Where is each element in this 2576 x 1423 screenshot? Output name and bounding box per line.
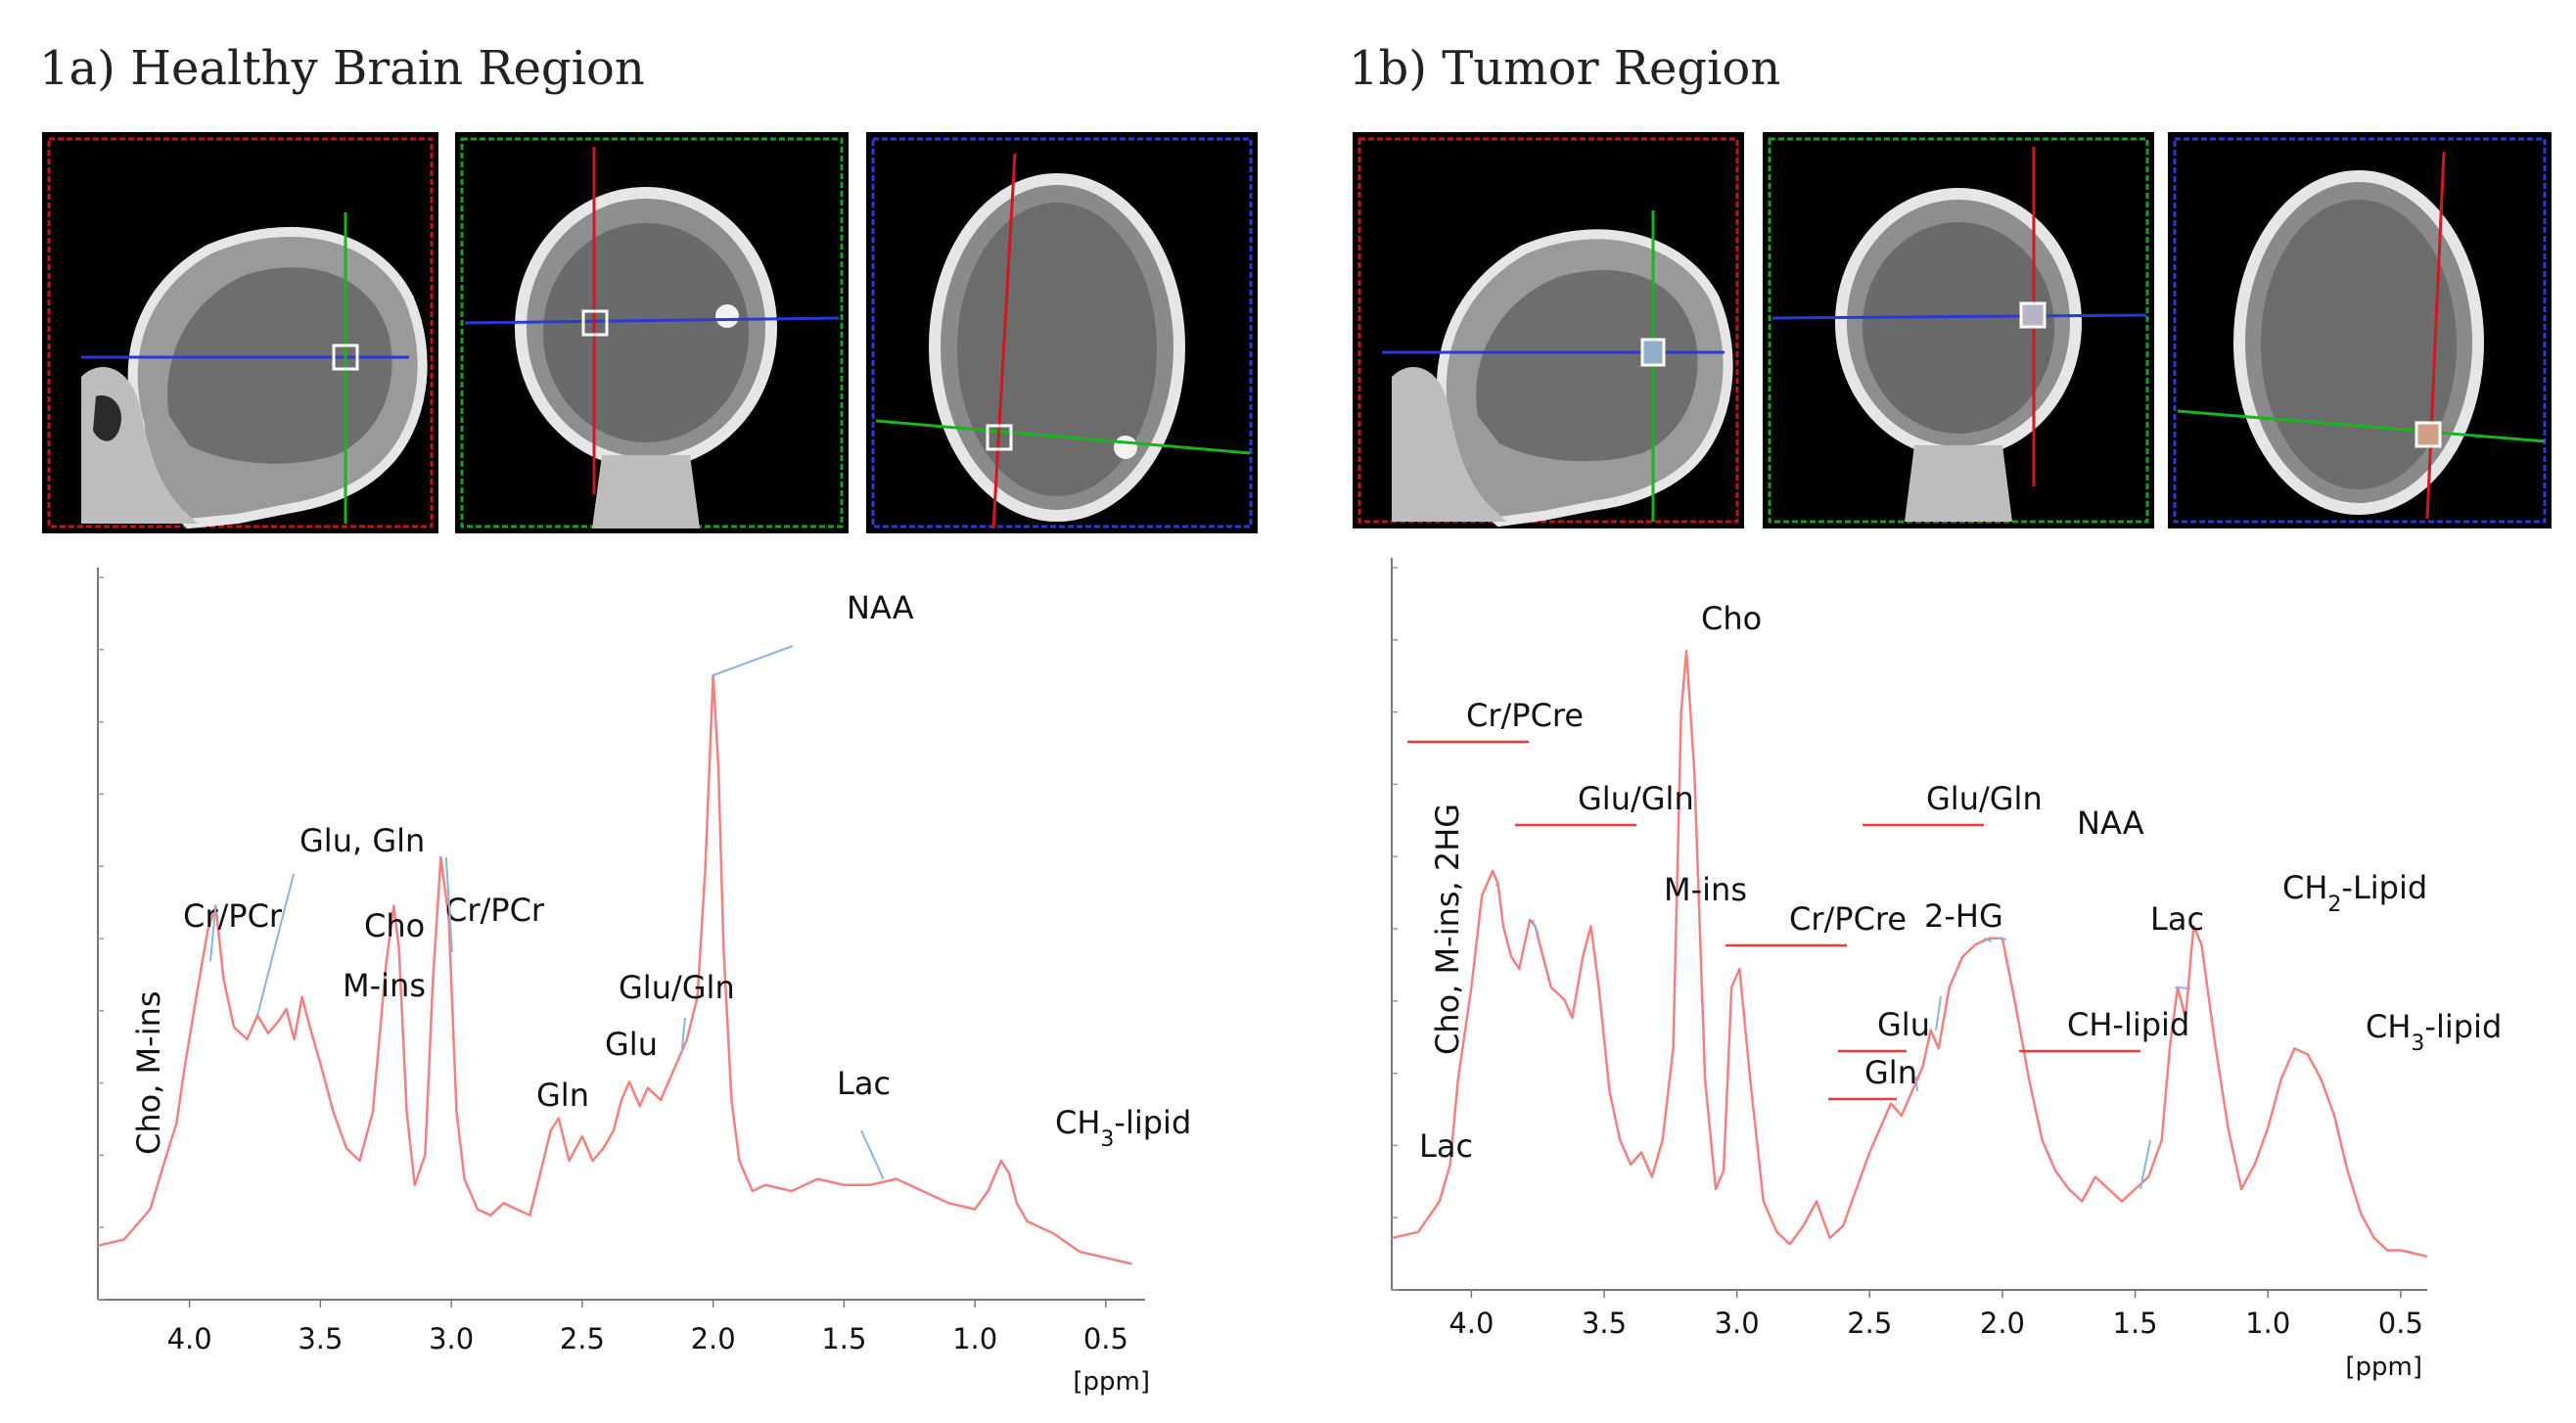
tumor-peak-label: Glu/Gln [1578, 780, 1694, 817]
tumor-peak-label: CH3-lipid [2366, 1008, 2502, 1056]
tumor-leader-line [2139, 1139, 2151, 1190]
healthy-leader-line [713, 645, 794, 676]
healthy-x-tick-label: 3.0 [429, 1322, 474, 1355]
tumor-peak-label: Cho, M-ins, 2HG [1429, 803, 1466, 1055]
healthy-leader-line [680, 1017, 686, 1052]
tumor-leader-line [1531, 919, 1540, 936]
tumor-peak-label: Glu/Gln [1926, 780, 2043, 817]
healthy-x-tick-label: 2.5 [560, 1322, 605, 1355]
tumor-leader-line [1983, 937, 1993, 942]
tumor-peak-label: CH-lipid [2067, 1006, 2189, 1043]
tumor-spectrum-line [1391, 649, 2428, 1259]
tumor-leader-line [1914, 1076, 1919, 1092]
tumor-x-tick-label: 3.0 [1715, 1307, 1760, 1340]
healthy-x-tick-label: 0.5 [1083, 1322, 1128, 1355]
healthy-peak-label: Glu [605, 1026, 658, 1063]
healthy-peak-label: Cr/PCr [183, 897, 283, 935]
healthy-x-tick-label: 2.0 [691, 1322, 736, 1355]
healthy-peak-label: M-ins [343, 967, 426, 1004]
tumor-x-tick-label: 3.5 [1582, 1307, 1627, 1340]
healthy-spectrum-line [97, 673, 1132, 1265]
tumor-x-tick-label: 0.5 [2378, 1307, 2423, 1340]
healthy-peak-label: CH3-lipid [1055, 1104, 1191, 1152]
healthy-spectrum-chart: 4.0 3.5 3.0 2.5 2.0 1.5 1.0 0.5 [ppm] NAA Glu, Gln… [97, 568, 1191, 1397]
healthy-leader-line [444, 856, 453, 953]
tumor-peak-label: Glu [1877, 1006, 1930, 1043]
tumor-peak-label: CH2-Lipid [2282, 869, 2427, 917]
tumor-peak-label: Lac [1419, 1127, 1473, 1165]
tumor-x-tick-label: 2.5 [1847, 1307, 1892, 1340]
tumor-peak-label: Cr/PCre [1466, 697, 1584, 734]
tumor-peak-label: NAA [2077, 804, 2144, 842]
healthy-x-tick-label: 1.5 [821, 1322, 866, 1355]
healthy-leader-line [860, 1129, 885, 1180]
mri-sagittal-healthy [42, 132, 438, 533]
healthy-leader-line [209, 905, 217, 962]
tumor-leader-line [1495, 882, 1499, 887]
healthy-peak-label: Cho, M-ins [130, 990, 167, 1155]
tumor-peak-label: M-ins [1664, 871, 1747, 908]
healthy-x-tick-label: 4.0 [167, 1322, 212, 1355]
tumor-spectrum-chart: 4.0 3.5 3.0 2.5 2.0 1.5 1.0 0.5 [ppm] Cho Cr/PCre G… [1391, 558, 2502, 1382]
tumor-peak-label: Gln [1864, 1054, 1917, 1091]
mri-axial-healthy [866, 132, 1258, 533]
tumor-peak-label: Lac [2150, 900, 2204, 938]
tumor-leader-line [1935, 995, 1942, 1031]
healthy-peak-label: Cr/PCr [445, 892, 545, 929]
mri-coronal-tumor [1763, 132, 2154, 528]
tumor-x-tick-label: 1.5 [2113, 1307, 2158, 1340]
tumor-x-tick-label: 4.0 [1449, 1307, 1494, 1340]
panel-a-title: 1a) Healthy Brain Region [39, 41, 645, 96]
mri-sagittal-tumor [1353, 132, 1744, 528]
tumor-peak-label: Cho [1701, 600, 1762, 637]
tumor-leader-line [2175, 986, 2191, 989]
healthy-peak-label: Cho [364, 907, 425, 944]
tumor-x-tick-label: 2.0 [1980, 1307, 2025, 1340]
healthy-x-axis-label: [ppm] [1073, 1367, 1150, 1397]
healthy-peak-label: Glu, Gln [299, 822, 425, 859]
healthy-peak-label: Lac [837, 1065, 891, 1102]
mri-axial-tumor [2168, 132, 2552, 528]
mri-coronal-healthy [455, 132, 849, 533]
tumor-x-tick-label: 1.0 [2245, 1307, 2290, 1340]
healthy-peak-label: NAA [847, 589, 914, 626]
healthy-peak-label: Glu/Gln [619, 969, 735, 1006]
healthy-leader-line [256, 873, 295, 1016]
healthy-x-tick-label: 1.0 [952, 1322, 997, 1355]
healthy-x-tick-label: 3.5 [298, 1322, 343, 1355]
healthy-peak-label: Gln [536, 1077, 589, 1114]
tumor-peak-label: Cr/PCre [1789, 900, 1907, 938]
tumor-leader-line [1997, 937, 2007, 941]
tumor-peak-label: 2-HG [1924, 897, 2003, 935]
panel-b-title: 1b) Tumor Region [1349, 41, 1781, 96]
tumor-x-axis-label: [ppm] [2345, 1353, 2422, 1382]
